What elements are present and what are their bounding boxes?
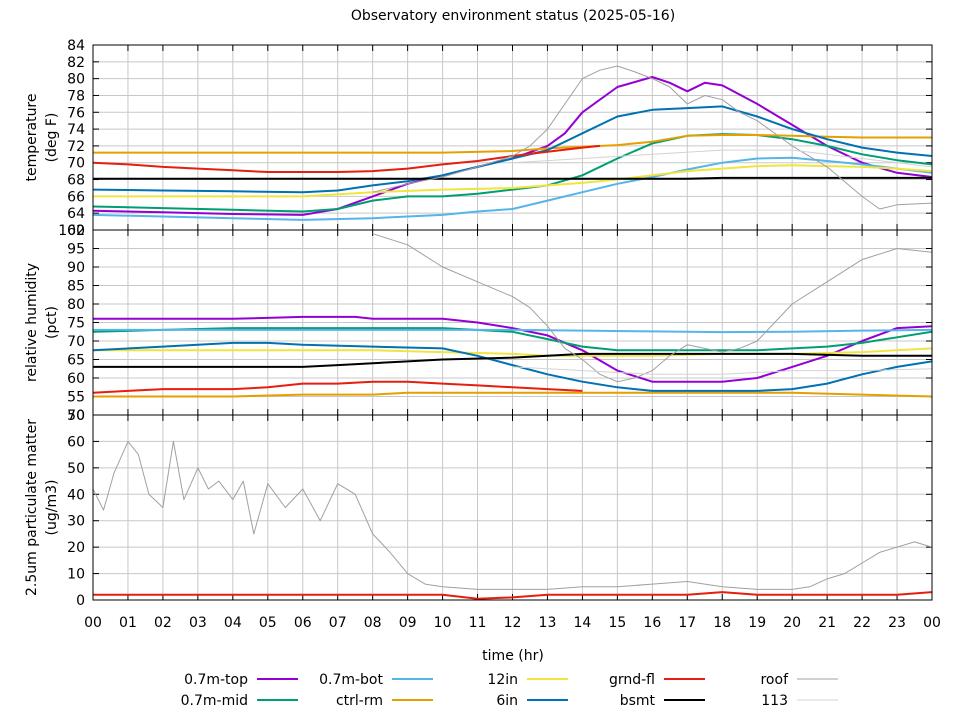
- panel-humidity: 50 55 60 65 70 75 80 85 90 95 100 relative humidity…: [24, 223, 933, 424]
- x-tick-label: 14: [574, 615, 592, 631]
- legend: 0.7m-top 0.7m-mid 0.7m-bot ctrl-rm 12in 6in gr…: [181, 672, 838, 709]
- series-line-pm25-grnd-fl: [93, 591, 932, 600]
- x-tick-label: 15: [608, 615, 626, 631]
- y-tick-label: 62: [67, 223, 85, 239]
- x-tick-label: 08: [364, 615, 382, 631]
- y-tick-label: 70: [67, 334, 85, 350]
- y-tick-label: 70: [67, 156, 85, 172]
- x-tick-label: 12: [504, 615, 522, 631]
- series-line-temperature-0-7m-mid: [93, 133, 932, 213]
- series-line-humidity-ctrl-rm: [93, 391, 932, 398]
- x-tick-label: 01: [119, 615, 137, 631]
- y-tick-label: 100: [58, 223, 85, 239]
- y-tick-label: 40: [67, 487, 85, 503]
- legend-label: 6in: [496, 693, 518, 709]
- y-tick-label: 78: [67, 88, 85, 104]
- y-tick-label: 80: [67, 72, 85, 88]
- legend-label: 12in: [487, 672, 518, 688]
- x-tick-label: 07: [329, 615, 347, 631]
- series-line-temperature-6in: [93, 105, 932, 194]
- x-tick-label: 22: [853, 615, 871, 631]
- y-tick-label: 72: [67, 139, 85, 155]
- y-tick-label: 85: [67, 279, 85, 295]
- panel-frame: [92, 414, 933, 601]
- series-line-temperature-0-7m-bot: [93, 156, 932, 221]
- y-tick-label: 65: [67, 353, 85, 369]
- legend-label: ctrl-rm: [336, 693, 383, 709]
- y-tick-label: 0: [76, 593, 85, 609]
- y-axis-label: relative humidity: [24, 263, 40, 382]
- y-tick-label: 80: [67, 297, 85, 313]
- series-line-humidity-0-7m-mid: [93, 327, 932, 352]
- y-tick-label: 64: [67, 206, 85, 222]
- series-line-temperature-roof: [372, 65, 932, 210]
- series-line-temperature-bsmt: [93, 176, 932, 180]
- y-tick-label: 50: [67, 408, 85, 424]
- x-axis-label: time (hr): [482, 648, 544, 664]
- x-tick-label: 20: [783, 615, 801, 631]
- y-tick-label: 60: [67, 434, 85, 450]
- x-tick-label: 03: [189, 615, 207, 631]
- x-tick-label: 00: [923, 615, 941, 631]
- y-axis-unit: (deg F): [44, 113, 60, 163]
- series-line-humidity-bsmt: [93, 352, 932, 368]
- x-tick-label: 21: [818, 615, 836, 631]
- y-axis-label: temperature: [24, 94, 40, 182]
- series-line-humidity-113: [512, 366, 932, 375]
- y-axis-unit: (pct): [44, 306, 60, 339]
- y-tick-label: 50: [67, 461, 85, 477]
- y-tick-label: 20: [67, 540, 85, 556]
- legend-label: grnd-fl: [609, 672, 655, 688]
- y-tick-label: 74: [67, 122, 85, 138]
- series-line-temperature-ctrl-rm: [93, 134, 932, 154]
- x-tick-label: 00: [84, 615, 102, 631]
- y-tick-label: 76: [67, 105, 85, 121]
- x-tick-label: 02: [154, 615, 172, 631]
- series-line-humidity-6in: [93, 341, 932, 392]
- x-tick-label: 09: [399, 615, 417, 631]
- x-tick-label: 06: [294, 615, 312, 631]
- x-tick-label: 04: [224, 615, 242, 631]
- legend-label: 0.7m-top: [184, 672, 248, 688]
- y-tick-label: 84: [67, 38, 85, 54]
- panel-pm25: 0 10 20 30 40 50 60 70 2.5um particulate matter(…: [24, 408, 933, 609]
- legend-label: 0.7m-bot: [319, 672, 383, 688]
- series-line-pm25-roof: [93, 440, 932, 590]
- series-line-humidity-0-7m-bot: [93, 328, 932, 334]
- series-line-temperature-113: [512, 149, 932, 168]
- y-tick-label: 66: [67, 189, 85, 205]
- x-tick-label: 10: [434, 615, 452, 631]
- series-line-humidity-0-7m-top: [93, 315, 932, 383]
- legend-label: bsmt: [620, 693, 656, 709]
- x-tick-label: 17: [678, 615, 696, 631]
- y-tick-label: 30: [67, 514, 85, 530]
- y-tick-label: 70: [67, 408, 85, 424]
- y-tick-label: 10: [67, 567, 85, 583]
- y-tick-label: 75: [67, 316, 85, 332]
- x-tick-label: 05: [259, 615, 277, 631]
- y-axis-label: 2.5um particulate matter: [24, 419, 40, 596]
- x-tick-label: 16: [643, 615, 661, 631]
- y-tick-label: 90: [67, 260, 85, 276]
- x-tick-label: 13: [539, 615, 557, 631]
- legend-label: roof: [760, 672, 789, 688]
- y-axis-unit: (ug/m3): [44, 480, 60, 536]
- y-tick-label: 55: [67, 390, 85, 406]
- x-tick-label: 11: [469, 615, 487, 631]
- series-line-humidity-grnd-fl: [93, 380, 583, 394]
- chart-title: Observatory environment status (2025-05-…: [351, 8, 675, 24]
- series-line-humidity-roof: [372, 233, 932, 383]
- y-tick-label: 82: [67, 55, 85, 71]
- x-tick-label: 19: [748, 615, 766, 631]
- y-tick-label: 95: [67, 242, 85, 258]
- y-tick-label: 68: [67, 173, 85, 189]
- legend-label: 0.7m-mid: [181, 693, 248, 709]
- x-tick-label: 18: [713, 615, 731, 631]
- legend-label: 113: [761, 693, 788, 709]
- y-tick-label: 60: [67, 371, 85, 387]
- series-line-temperature-grnd-fl: [93, 144, 600, 173]
- x-tick-label: 23: [888, 615, 906, 631]
